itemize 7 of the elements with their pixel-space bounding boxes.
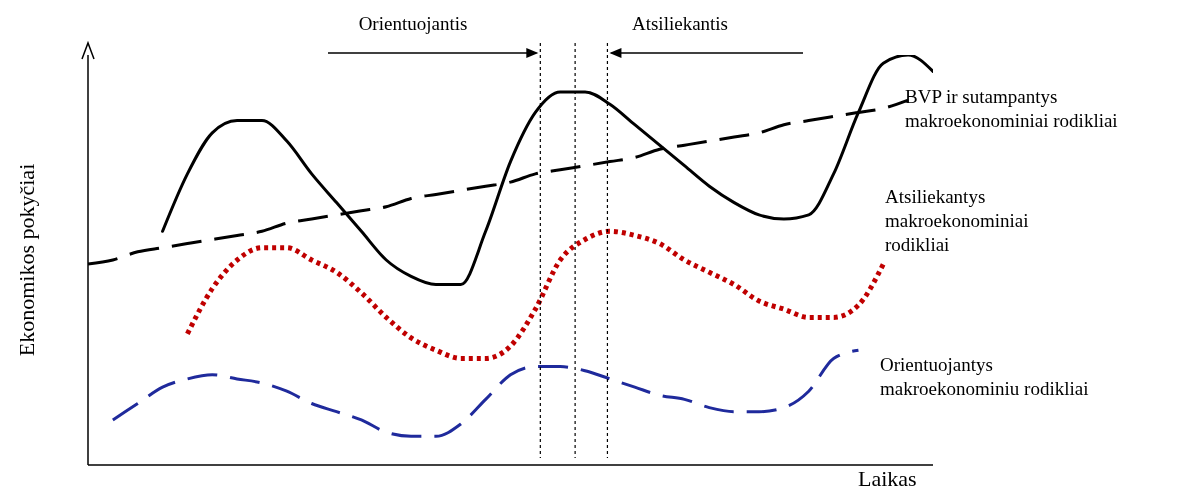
x-axis-title: Laikas [858,466,917,492]
text: Orientuojantis [358,13,468,34]
text: Atsiliekantis [631,13,729,34]
y-axis-title: Ekonomikos pokyčiai [13,163,39,357]
series-label: Atsiliekantys makroekonominiai rodikliai [885,185,1030,257]
series-label: Orientuojantys makroekonominiu rodikliai [880,353,1090,401]
series-label: BVP ir sutampantys makroekonominiai rodikliai [905,85,1119,133]
